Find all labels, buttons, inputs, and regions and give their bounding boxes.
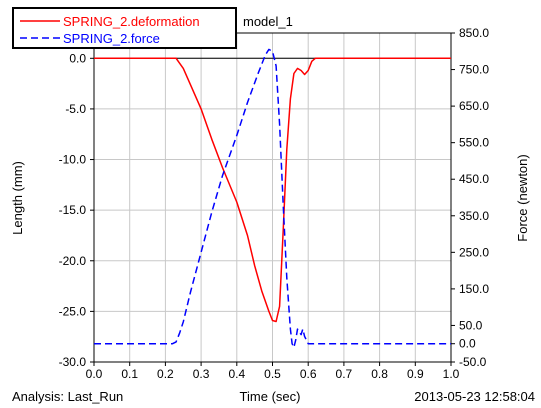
y-right-tick-label: 550.0 — [459, 136, 489, 150]
legend-force-label: SPRING_2.force — [63, 31, 160, 46]
y-right-tick-label: 650.0 — [459, 99, 489, 113]
y-left-tick-label: 0.0 — [69, 51, 86, 65]
x-tick-label: 0.5 — [264, 367, 281, 381]
x-tick-label: 0.8 — [371, 367, 388, 381]
x-tick-labels: 0.0 0.1 0.2 0.3 0.4 0.5 0.6 0.7 0.8 0.9 1.0 — [86, 362, 460, 381]
y-left-tick-labels: 0.0 -5.0 -10.0 -15.0 -20.0 -25.0 -30.0 — [59, 51, 94, 369]
y-right-tick-label: 0.0 — [459, 337, 476, 351]
y-right-tick-label: 750.0 — [459, 63, 489, 77]
timestamp-label: 2013-05-23 12:58:04 — [414, 389, 535, 404]
y-left-tick-label: -5.0 — [65, 102, 86, 116]
y-left-tick-label: -30.0 — [59, 355, 87, 369]
y-right-tick-label: 350.0 — [459, 209, 489, 223]
x-tick-label: 0.9 — [407, 367, 424, 381]
legend-deformation-label: SPRING_2.deformation — [63, 14, 200, 29]
y-right-tick-label: 850.0 — [459, 26, 489, 40]
series-group — [94, 48, 451, 349]
y-left-tick-label: -20.0 — [59, 254, 87, 268]
x-tick-label: 0.6 — [300, 367, 317, 381]
y-left-tick-label: -15.0 — [59, 203, 87, 217]
y-right-tick-label: 50.0 — [459, 318, 483, 332]
y-right-tick-label: 150.0 — [459, 282, 489, 296]
x-tick-label: 1.0 — [443, 367, 460, 381]
x-tick-label: 0.3 — [193, 367, 210, 381]
x-tick-label: 0.4 — [228, 367, 245, 381]
chart-title: model_1 — [243, 14, 293, 29]
legend-box — [12, 7, 237, 49]
x-tick-label: 0.1 — [121, 367, 138, 381]
x-tick-label: 0.0 — [86, 367, 103, 381]
y-right-tick-labels: 850.0 750.0 650.0 550.0 450.0 350.0 250.0 150.0… — [451, 26, 489, 369]
x-tick-label: 0.7 — [336, 367, 353, 381]
series-line-deformation — [94, 57, 451, 323]
series-line-force — [94, 48, 451, 349]
y-right-axis-label: Force (newton) — [515, 154, 530, 241]
x-tick-label: 0.2 — [157, 367, 174, 381]
y-right-tick-label: 250.0 — [459, 245, 489, 259]
y-left-tick-label: -25.0 — [59, 304, 87, 318]
legend: SPRING_2.deformation SPRING_2.force — [12, 7, 237, 49]
y-left-axis-label: Length (mm) — [10, 161, 25, 235]
x-axis-label: Time (sec) — [240, 389, 301, 404]
y-right-tick-label: -50.0 — [459, 355, 487, 369]
y-left-tick-label: -10.0 — [59, 153, 87, 167]
analysis-label: Analysis: Last_Run — [12, 389, 123, 404]
y-right-tick-label: 450.0 — [459, 172, 489, 186]
